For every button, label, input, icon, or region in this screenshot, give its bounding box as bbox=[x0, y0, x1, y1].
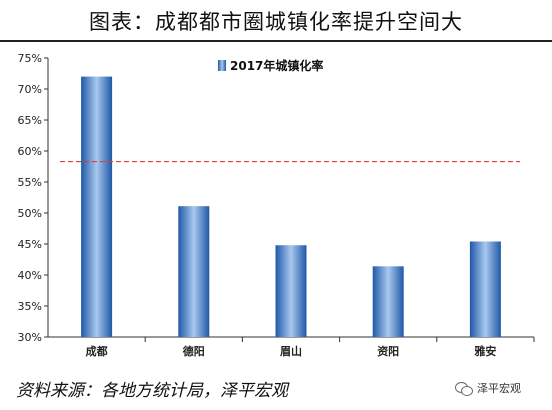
y-tick-label: 45% bbox=[18, 238, 42, 251]
y-tick-label: 35% bbox=[18, 300, 42, 313]
bar bbox=[275, 245, 307, 337]
legend-label: 2017年城镇化率 bbox=[230, 58, 323, 73]
bar bbox=[178, 206, 210, 337]
chart-title: 图表：成都都市圈城镇化率提升空间大 bbox=[89, 10, 463, 34]
y-tick-label: 65% bbox=[18, 114, 42, 127]
bar bbox=[81, 76, 113, 337]
y-tick-label: 50% bbox=[18, 207, 42, 220]
watermark-label: 泽平宏观 bbox=[477, 382, 521, 395]
y-tick-label: 75% bbox=[18, 52, 42, 65]
x-tick-label: 眉山 bbox=[280, 344, 302, 358]
y-tick-label: 70% bbox=[18, 83, 42, 96]
x-tick-label: 成都 bbox=[86, 344, 108, 358]
title-divider bbox=[0, 40, 552, 42]
source-note: 资料来源：各地方统计局，泽平宏观 bbox=[16, 381, 288, 401]
x-tick-label: 资阳 bbox=[377, 344, 399, 358]
bar-chart: 30% 35% 40% 45% 50% 55% 60% 65% 70% 75% 成都 德阳 眉山 资阳 雅安… bbox=[18, 52, 535, 358]
bar bbox=[469, 241, 501, 337]
wechat-icon bbox=[455, 381, 473, 396]
x-tick-label: 雅安 bbox=[474, 344, 496, 358]
bar bbox=[372, 266, 404, 337]
y-tick-label: 40% bbox=[18, 269, 42, 282]
legend-swatch bbox=[218, 60, 226, 71]
y-tick-label: 55% bbox=[18, 176, 42, 189]
x-tick-label: 德阳 bbox=[182, 344, 205, 358]
watermark: 泽平宏观 bbox=[455, 380, 521, 396]
y-tick-label: 30% bbox=[18, 331, 42, 344]
y-tick-label: 60% bbox=[18, 145, 42, 158]
